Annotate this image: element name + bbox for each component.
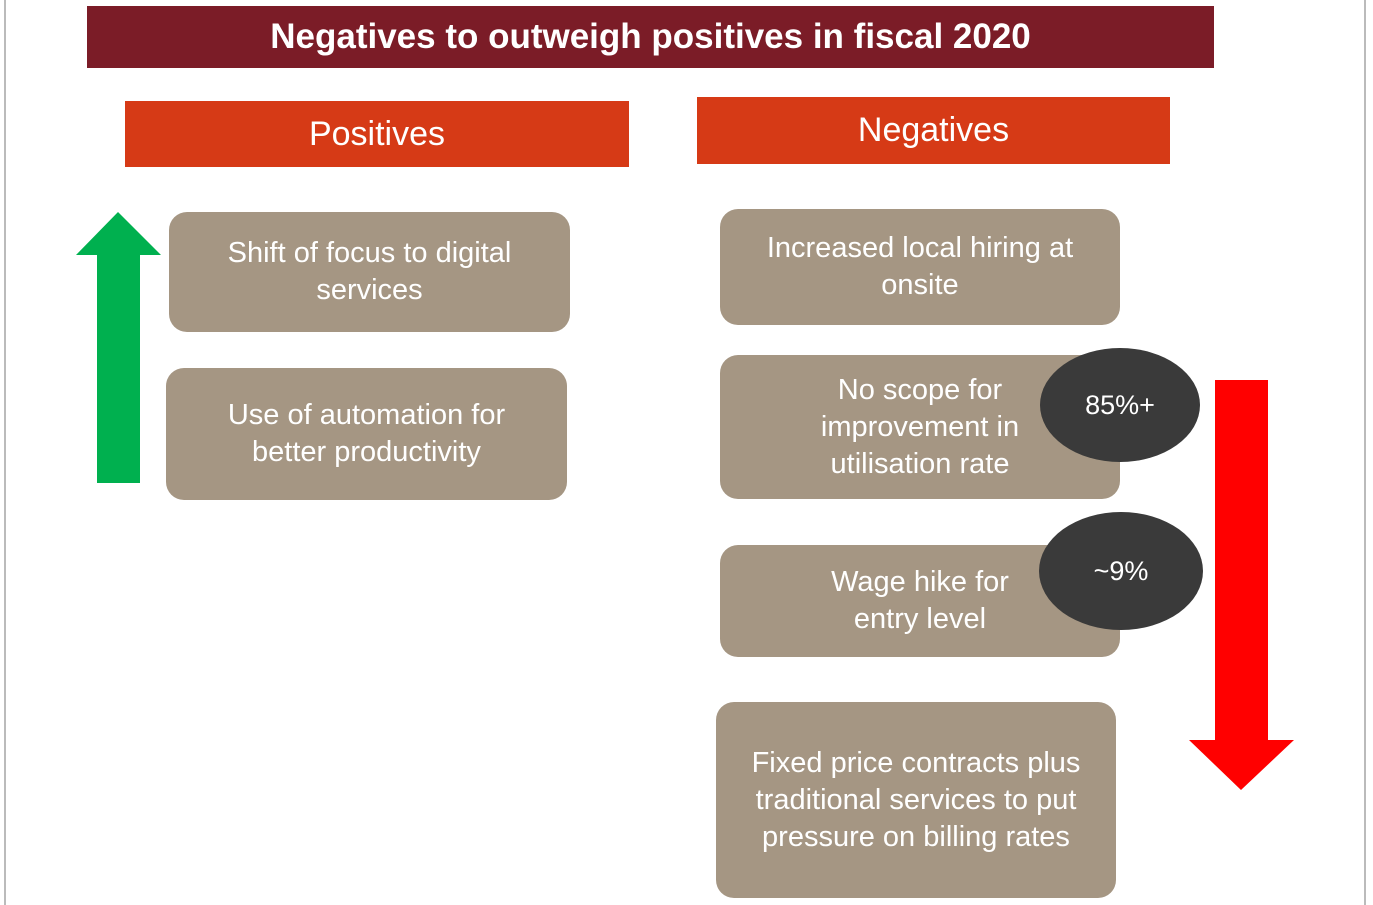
frame-line xyxy=(1364,0,1366,905)
up-arrow xyxy=(76,212,161,483)
frame-line xyxy=(4,0,6,905)
negative-item: Fixed price contracts plus traditional s… xyxy=(716,702,1116,898)
positive-item: Use of automation for better productivit… xyxy=(166,368,567,500)
positives-header: Positives xyxy=(125,101,629,167)
badge: ~9% xyxy=(1039,512,1203,630)
positive-item: Shift of focus to digital services xyxy=(169,212,570,332)
title: Negatives to outweigh positives in fisca… xyxy=(87,6,1214,68)
down-arrow xyxy=(1189,380,1294,790)
negative-item: Increased local hiring at onsite xyxy=(720,209,1120,325)
negatives-header: Negatives xyxy=(697,97,1170,164)
badge: 85%+ xyxy=(1040,348,1200,462)
